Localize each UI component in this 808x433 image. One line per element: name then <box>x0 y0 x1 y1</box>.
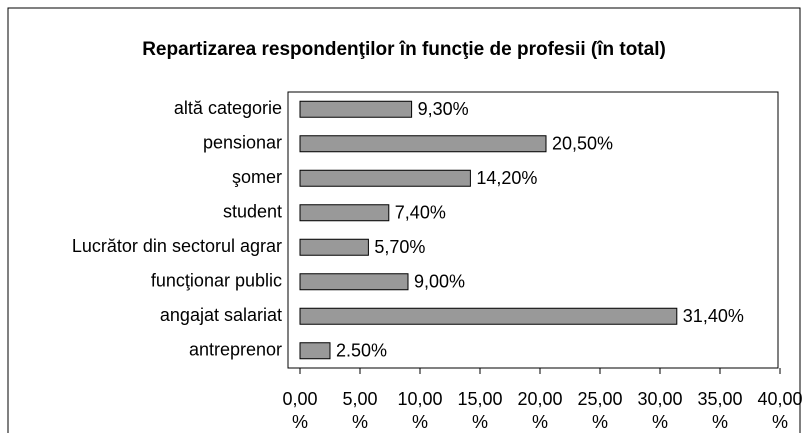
x-tick-label: 10,00% <box>397 389 442 432</box>
x-tick-label: 40,00% <box>757 389 802 432</box>
y-tick-label: antreprenor <box>189 340 282 360</box>
data-label: 9,30% <box>418 99 469 119</box>
x-tick-label: 5,00% <box>342 389 377 432</box>
x-tick-label: 25,00% <box>577 389 622 432</box>
x-tick-label: 30,00% <box>637 389 682 432</box>
y-tick-label: student <box>223 202 282 222</box>
y-tick-label: şomer <box>232 167 282 187</box>
data-label: 9,00% <box>414 272 465 292</box>
chart-border <box>7 7 801 433</box>
bar <box>299 169 471 187</box>
bar <box>299 273 409 291</box>
x-tick-label: 0,00% <box>282 389 317 432</box>
chart-title: Repartizarea respondenţilor în funcţie d… <box>142 39 666 60</box>
bar <box>299 342 331 360</box>
data-label: 5,70% <box>374 237 425 257</box>
bar <box>299 204 390 222</box>
bar <box>299 238 369 256</box>
y-tick-label: angajat salariat <box>160 305 282 325</box>
x-tick-label: 35,00% <box>697 389 742 432</box>
y-tick-label: pensionar <box>203 133 282 153</box>
bar <box>299 100 413 118</box>
y-tick-label: funcţionar public <box>151 271 282 291</box>
bar <box>299 135 547 153</box>
data-label: 14,20% <box>476 168 537 188</box>
x-tick-label: 20,00% <box>517 389 562 432</box>
y-tick-label: altă categorie <box>174 98 282 118</box>
data-label: 7,40% <box>395 203 446 223</box>
data-label: 31,40% <box>683 306 744 326</box>
bar <box>299 307 678 325</box>
x-tick-label: 15,00% <box>457 389 502 432</box>
data-label: 20,50% <box>552 134 613 154</box>
y-tick-label: Lucrător din sectorul agrar <box>72 236 282 256</box>
plot-area <box>287 91 779 369</box>
data-label: 2.50% <box>336 341 387 361</box>
